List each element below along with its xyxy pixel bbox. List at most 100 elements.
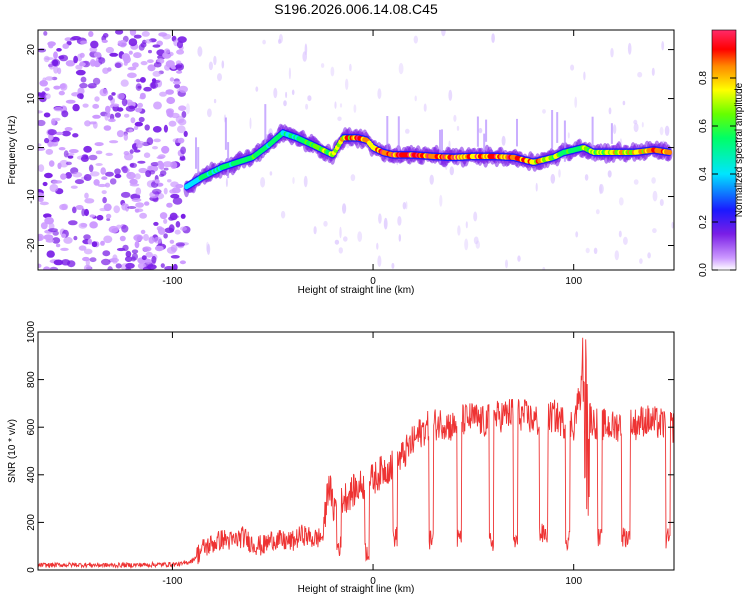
noise-blob	[125, 267, 131, 270]
noise-speck	[550, 173, 556, 184]
noise-blob	[135, 202, 145, 208]
noise-speck	[307, 95, 312, 102]
noise-blob	[88, 164, 94, 173]
noise-blob	[163, 218, 168, 224]
noise-speck	[456, 125, 460, 131]
noise-blob	[129, 149, 134, 154]
noise-blob	[141, 31, 150, 37]
noise-speck	[320, 63, 325, 68]
track-peak	[667, 149, 672, 155]
noise-blob	[116, 247, 126, 252]
noise-blob	[92, 114, 101, 119]
noise-blob	[83, 234, 91, 240]
noise-blob	[43, 234, 54, 241]
noise-blob	[151, 255, 157, 264]
noise-speck	[377, 255, 382, 267]
noise-speck	[402, 202, 407, 210]
noise-blob	[68, 220, 78, 226]
noise-blob	[119, 235, 126, 242]
noise-blob	[170, 244, 178, 252]
noise-blob	[131, 198, 142, 202]
noise-blob	[105, 213, 112, 219]
noise-blob	[121, 98, 128, 107]
y-tick-label: 400	[26, 466, 37, 483]
noise-speck	[262, 39, 266, 45]
noise-blob	[73, 235, 78, 241]
noise-speck	[475, 240, 480, 249]
noise-speck	[305, 103, 309, 110]
noise-blob	[38, 48, 47, 53]
noise-blob	[92, 103, 100, 109]
noise-speck	[283, 100, 287, 107]
track-streak	[516, 118, 518, 147]
noise-blob	[143, 152, 151, 158]
noise-blob	[108, 118, 116, 123]
noise-blob	[175, 60, 182, 66]
noise-blob	[59, 83, 66, 89]
noise-blob	[164, 266, 174, 270]
noise-speck	[413, 35, 418, 44]
noise-blob	[75, 69, 86, 76]
noise-blob	[92, 77, 101, 85]
noise-blob	[122, 165, 128, 174]
noise-blob	[58, 55, 65, 60]
noise-blob	[152, 146, 158, 150]
noise-blob	[142, 246, 152, 252]
noise-blob	[136, 142, 143, 149]
noise-blob	[44, 137, 50, 144]
noise-speck	[558, 169, 561, 178]
noise-blob	[160, 263, 165, 268]
snr-panel: -100 0 100 0 200 400 600 800 1000 Height of str…	[7, 320, 675, 595]
noise-speck	[376, 242, 379, 250]
noise-blob	[109, 52, 119, 57]
noise-blob	[139, 77, 146, 83]
noise-speck	[633, 179, 639, 185]
noise-blob	[162, 33, 172, 40]
noise-blob	[83, 264, 92, 270]
noise-blob	[178, 105, 187, 111]
noise-blob	[58, 90, 65, 96]
noise-speck	[473, 211, 478, 222]
noise-speck	[213, 55, 217, 66]
noise-speck	[398, 62, 404, 75]
noise-speck	[397, 216, 402, 226]
noise-blob	[48, 160, 55, 167]
noise-speck	[334, 239, 340, 245]
noise-speck	[542, 267, 546, 270]
noise-speck	[345, 78, 349, 91]
noise-blob	[180, 226, 187, 231]
noise-blob	[128, 50, 133, 55]
noise-blob	[145, 251, 153, 258]
noise-speck	[208, 61, 213, 71]
track-streak	[197, 147, 200, 181]
noise-blob	[145, 170, 152, 178]
noise-speck	[383, 217, 388, 230]
noise-blob	[101, 190, 107, 195]
track-streak	[476, 116, 479, 147]
noise-blob	[121, 202, 128, 211]
track-streak	[441, 129, 443, 156]
noise-blob	[134, 173, 141, 180]
noise-blob	[176, 70, 183, 74]
noise-blob	[152, 188, 162, 195]
noise-blob	[38, 235, 43, 242]
noise-speck	[584, 174, 589, 181]
noise-speck	[453, 114, 457, 122]
noise-blob	[89, 257, 97, 263]
noise-blob	[163, 167, 169, 171]
noise-blob	[52, 180, 63, 184]
noise-blob	[61, 130, 71, 137]
noise-speck	[623, 236, 628, 245]
noise-blob	[44, 57, 54, 61]
noise-speck	[343, 236, 348, 242]
noise-speck	[225, 177, 228, 188]
noise-blob	[95, 150, 103, 155]
noise-blob	[138, 116, 145, 123]
noise-blob	[144, 258, 153, 264]
noise-speck	[414, 95, 417, 102]
noise-blob	[38, 147, 46, 151]
noise-speck	[491, 33, 495, 43]
noise-blob	[92, 121, 98, 129]
x-tick-label: -100	[162, 576, 182, 587]
y-tick-label: -20	[26, 238, 37, 253]
